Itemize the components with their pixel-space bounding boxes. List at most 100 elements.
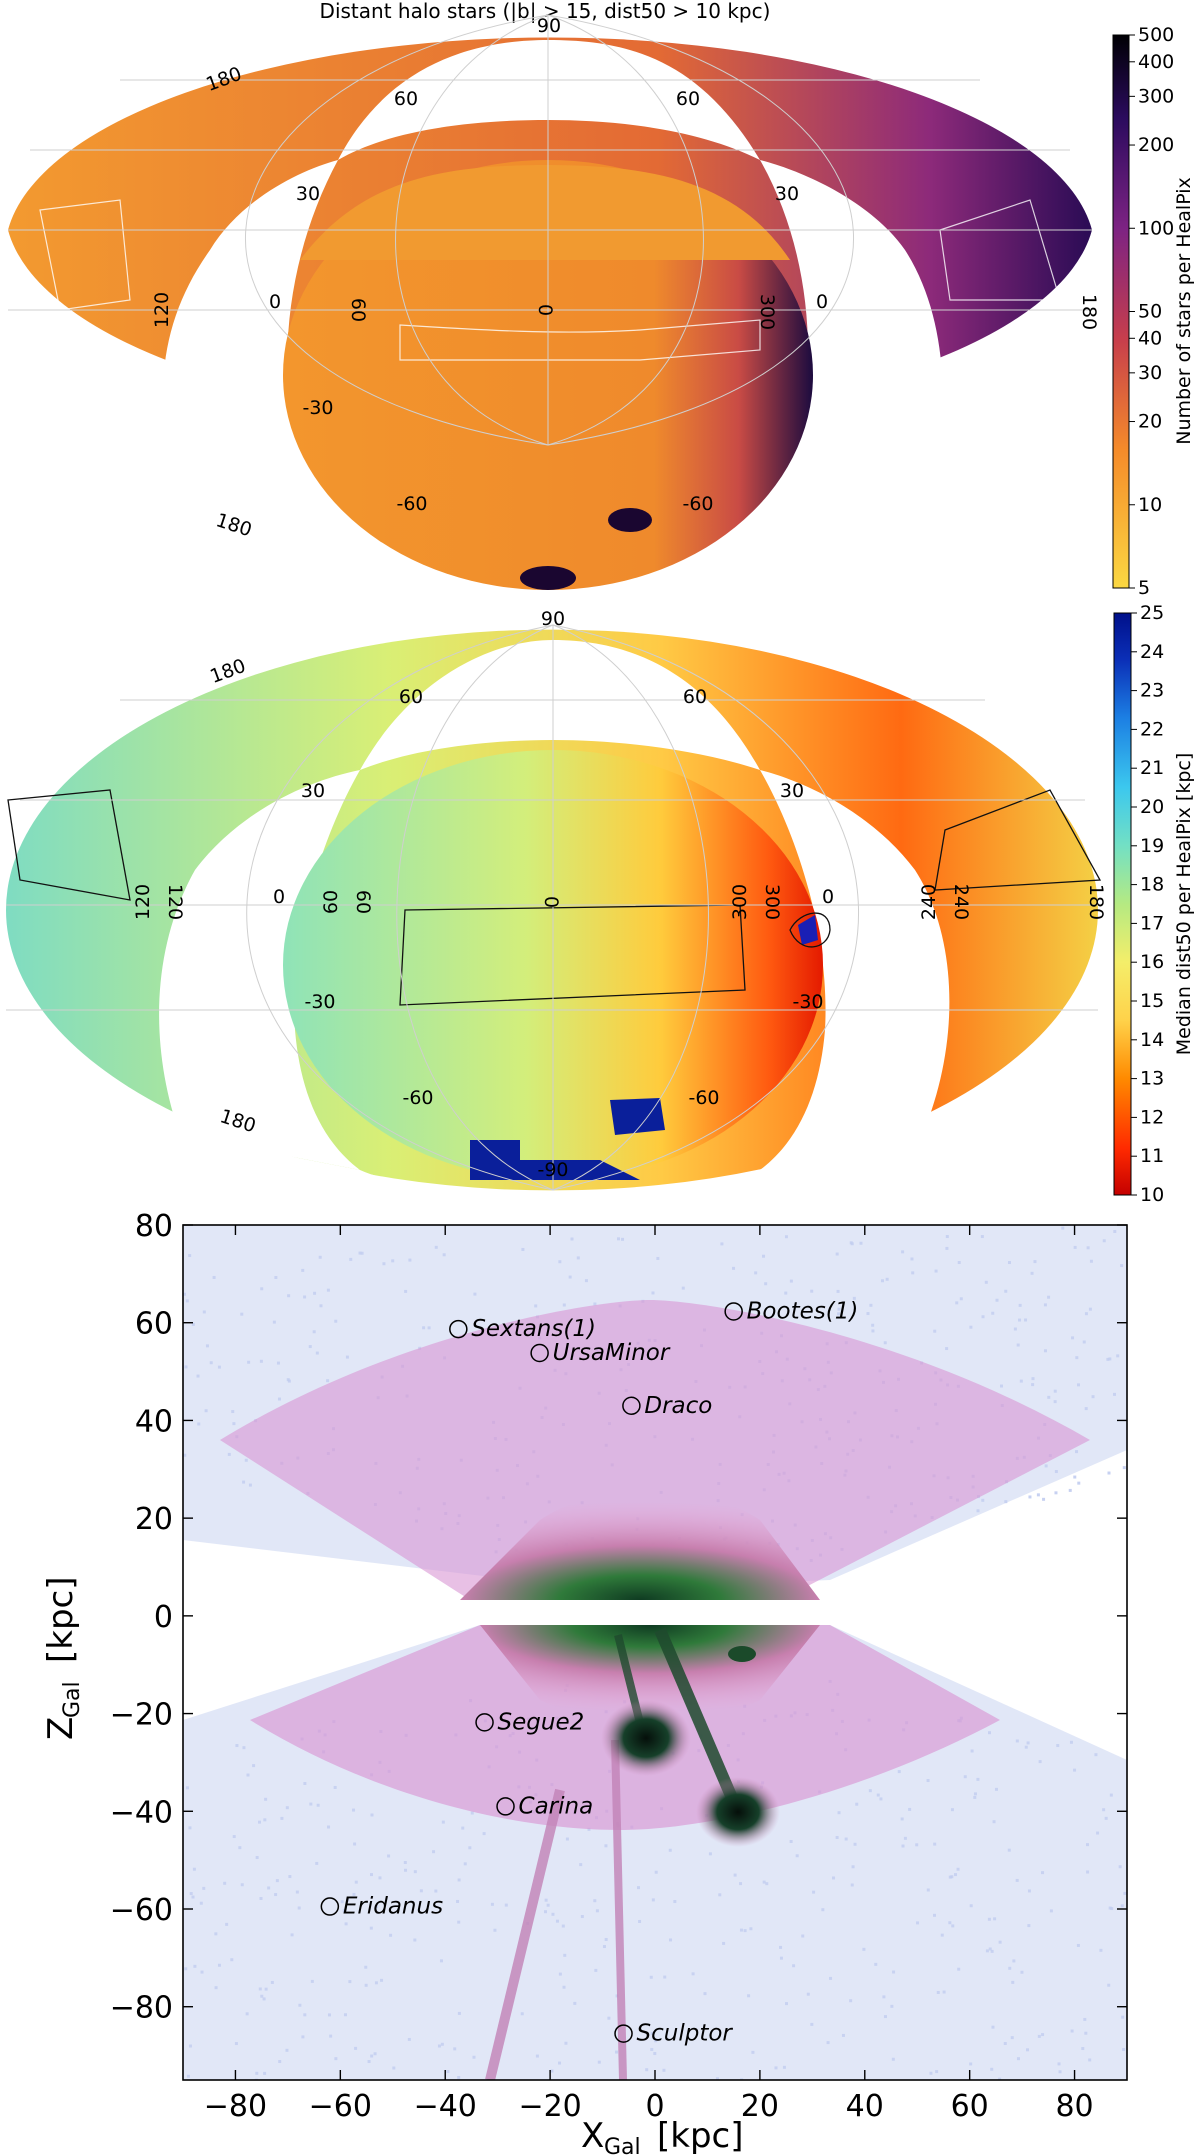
map1-grid-label: 60: [676, 88, 700, 110]
galaxy-label: Sculptor: [637, 2021, 734, 2047]
map1-grid-label: 0: [269, 291, 281, 313]
colorbar2-tick-label: 20: [1140, 796, 1164, 818]
colorbar1-tick-label: 100: [1138, 217, 1174, 239]
map2-mask-south: [180, 1135, 920, 1190]
map1-grid-label: 0: [816, 291, 828, 313]
map1-grid-label: 60: [347, 298, 369, 322]
halo-point: [1122, 1466, 1126, 1470]
stream-left: [485, 1788, 565, 2080]
map2-graticule: [6, 624, 1098, 1191]
map2-grid-label: -60: [688, 1087, 719, 1109]
x-tick-label: −80: [204, 2089, 267, 2124]
map1-grid-label: 90: [537, 15, 561, 37]
halo-point: [1054, 1491, 1058, 1495]
map2-sculptor-blob: [610, 1098, 665, 1135]
galaxy-label: Eridanus: [343, 1894, 443, 1920]
colorbar2-label: Median dist50 per HealPix [kpc]: [1173, 753, 1195, 1056]
map1-grid-label: -60: [396, 493, 427, 515]
x-tick-label: −20: [518, 2089, 581, 2124]
colorbar2-tick-label: 15: [1140, 990, 1164, 1012]
map1-grid-label: 30: [296, 183, 320, 205]
galaxy-marker: [320, 1897, 340, 1916]
colorbar2-tick-label: 12: [1140, 1106, 1164, 1128]
colorbar2-tick-label: 16: [1140, 951, 1164, 973]
colorbar-star-counts: 500 400 300 200 100 50 40 30 20 10 5 Number of sta…: [1112, 24, 1195, 599]
x-axis-label-unit: [kpc]: [657, 2116, 744, 2155]
map2-grid-label: -30: [304, 991, 335, 1013]
y-tick-label: 40: [135, 1404, 173, 1439]
galaxy-label: Draco: [644, 1393, 712, 1419]
dwarf-galaxies: Sextans(1) Bootes(1) UrsaMinor Draco Segue2 C…: [320, 1298, 859, 2047]
map2-grid-label: 60: [352, 890, 374, 914]
halo-point: [1073, 1475, 1077, 1479]
map2-grid-label: 0: [540, 896, 562, 908]
north-cone-core: [460, 1490, 820, 1600]
colorbar1-tick-label: 50: [1138, 301, 1162, 323]
colorbar1-tick-label: 40: [1138, 327, 1162, 349]
y-tick-label: 80: [135, 1209, 173, 1244]
colorbar1-tick-label: 200: [1138, 134, 1174, 156]
map1-grid-label: 60: [394, 88, 418, 110]
y-axis-label-unit: [kpc]: [41, 1577, 81, 1664]
y-tick-label: −60: [110, 1893, 173, 1928]
sgr-tail-blob: [696, 1777, 780, 1847]
panel-median-distance-map: 90 60 60 30 30 0 0 -30 -30 -60 -60 180 1…: [6, 602, 1195, 1206]
halo-point: [1068, 1488, 1072, 1492]
colorbar1-label: Number of stars per HealPix: [1173, 177, 1195, 445]
map2-grid-label: -60: [402, 1087, 433, 1109]
x-axis-label: X Gal [kpc]: [581, 2116, 744, 2155]
map2-grid-label: 0: [273, 886, 285, 908]
map2-contours: [7, 789, 1102, 1006]
map2-grid-label: 240: [950, 884, 972, 920]
galaxy-label: UrsaMinor: [553, 1340, 671, 1366]
map1-mask-left: [163, 160, 360, 510]
map2-grid-label: 180: [1085, 884, 1107, 920]
halo-point: [1042, 1497, 1046, 1501]
x-tick-label: 0: [645, 2089, 664, 2124]
x-tick-label: 20: [741, 2089, 779, 2124]
map2-grid-label: 0: [822, 886, 834, 908]
colorbar2-tick-label: 17: [1140, 912, 1164, 934]
colorbar2-tick-label: 22: [1140, 718, 1164, 740]
galaxy-marker: [622, 1396, 641, 1416]
map2-grid-label: 90: [541, 608, 565, 630]
galaxy-marker: [530, 1343, 549, 1363]
map1-contour: [399, 319, 761, 361]
y-axis-label: Z Gal [kpc]: [41, 1577, 85, 1741]
map1-contour-right: [939, 199, 1061, 301]
map2-sgr-blob: [798, 915, 818, 945]
map1-grid-label: 0: [534, 304, 556, 316]
x-axis-label-main: X: [581, 2116, 604, 2155]
colorbar1-tick-label: 400: [1138, 51, 1174, 73]
map1-sculptor-blob: [608, 508, 652, 532]
map1-contour-left: [39, 199, 131, 311]
map2-grid-label: -30: [792, 991, 823, 1013]
map2-grid-label: -90: [537, 1159, 568, 1181]
colorbar1-tick-label: 20: [1138, 411, 1162, 433]
x-tick-label: 80: [1055, 2089, 1093, 2124]
galaxy-marker: [614, 2024, 633, 2043]
y-axis-label-main: Z: [41, 1717, 81, 1740]
colorbar2-tick-label: 11: [1140, 1145, 1164, 1167]
y-tick-label: 60: [135, 1307, 173, 1342]
galaxy-marker: [449, 1319, 468, 1339]
galaxy-label: Carina: [519, 1793, 594, 1819]
map1-south-pole-blob: [520, 566, 576, 590]
map2-grid-label: 30: [780, 780, 804, 802]
map2-mask-left: [159, 770, 360, 1170]
x-tick-label: −40: [414, 2089, 477, 2124]
colorbar2-tick-label: 18: [1140, 874, 1164, 896]
y-tick-label: −20: [110, 1698, 173, 1733]
map1-graticule: [8, 14, 1092, 446]
map2-south-cap: [470, 1140, 640, 1180]
colorbar2-bar: [1113, 612, 1132, 1196]
colorbar2-tick-label: 21: [1140, 757, 1164, 779]
galaxy-label: Segue2: [498, 1709, 585, 1735]
north-cone-pink: [220, 1300, 1090, 1600]
galaxy-label: Sextans(1): [471, 1316, 596, 1342]
colorbar1-bar: [1112, 34, 1130, 589]
map2-grid-label: 60: [320, 890, 342, 914]
galaxy-label: Bootes(1): [747, 1298, 859, 1324]
map2-grid-label: 120: [132, 884, 154, 920]
